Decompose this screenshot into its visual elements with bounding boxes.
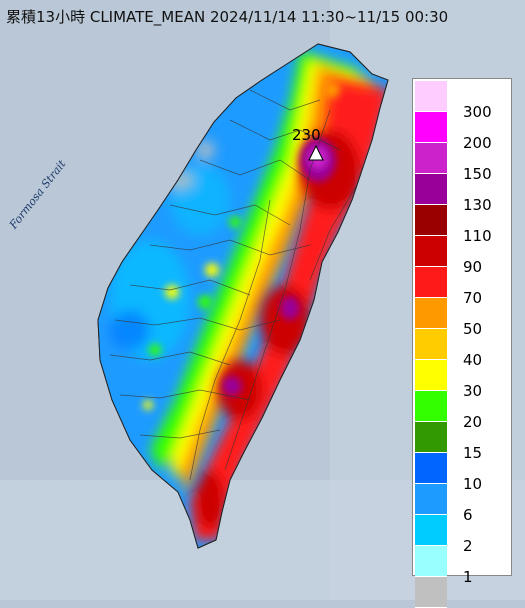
legend-label: 40	[463, 351, 483, 369]
legend-swatch	[415, 267, 447, 298]
legend-item: 6	[413, 484, 511, 524]
legend-swatch	[415, 546, 447, 577]
legend-swatch	[415, 174, 447, 205]
legend-item: 130	[413, 174, 511, 214]
legend-label: 90	[463, 258, 483, 276]
legend-label: 110	[463, 227, 492, 245]
legend-swatch	[415, 453, 447, 484]
legend-swatch	[415, 298, 447, 329]
legend-item: 50	[413, 298, 511, 338]
legend-item: 1	[413, 546, 511, 586]
legend-swatch	[415, 484, 447, 515]
map-title: 累積13小時 CLIMATE_MEAN 2024/11/14 11:30~11/…	[6, 8, 449, 26]
legend-item	[413, 577, 511, 608]
legend-item: 150	[413, 143, 511, 183]
legend-swatch	[415, 422, 447, 453]
legend-label: 30	[463, 382, 483, 400]
legend-label: 20	[463, 413, 483, 431]
legend-label: 300	[463, 103, 492, 121]
legend-swatch	[415, 577, 447, 608]
legend-item: 300	[413, 81, 511, 121]
legend-label: 200	[463, 134, 492, 152]
peak-value-label: 230	[292, 126, 321, 144]
legend-label: 10	[463, 475, 483, 493]
legend-swatch	[415, 329, 447, 360]
legend-swatch	[415, 360, 447, 391]
legend-label: 130	[463, 196, 492, 214]
legend-swatch	[415, 112, 447, 143]
legend-label: 50	[463, 320, 483, 338]
legend-swatch	[415, 205, 447, 236]
legend-item: 70	[413, 267, 511, 307]
peak-triangle-icon	[308, 144, 324, 161]
legend-label: 70	[463, 289, 483, 307]
legend-label: 150	[463, 165, 492, 183]
legend-label: 15	[463, 444, 483, 462]
legend-swatch	[415, 81, 447, 112]
legend-item: 15	[413, 422, 511, 462]
legend-item: 20	[413, 391, 511, 431]
legend-label: 1	[463, 568, 473, 586]
legend-item: 30	[413, 360, 511, 400]
legend-swatch	[415, 236, 447, 267]
legend-item: 200	[413, 112, 511, 152]
legend-label: 2	[463, 537, 473, 555]
legend-swatch	[415, 143, 447, 174]
legend-item: 110	[413, 205, 511, 245]
legend-label: 6	[463, 506, 473, 524]
legend-swatch	[415, 391, 447, 422]
legend-item: 40	[413, 329, 511, 369]
legend-item: 10	[413, 453, 511, 493]
legend-swatch	[415, 515, 447, 546]
legend-item: 90	[413, 236, 511, 276]
legend-item: 2	[413, 515, 511, 555]
color-legend: 300 200 150 130 110 90 70 50 40 30 20 15 10 6 2 1	[412, 78, 512, 608]
